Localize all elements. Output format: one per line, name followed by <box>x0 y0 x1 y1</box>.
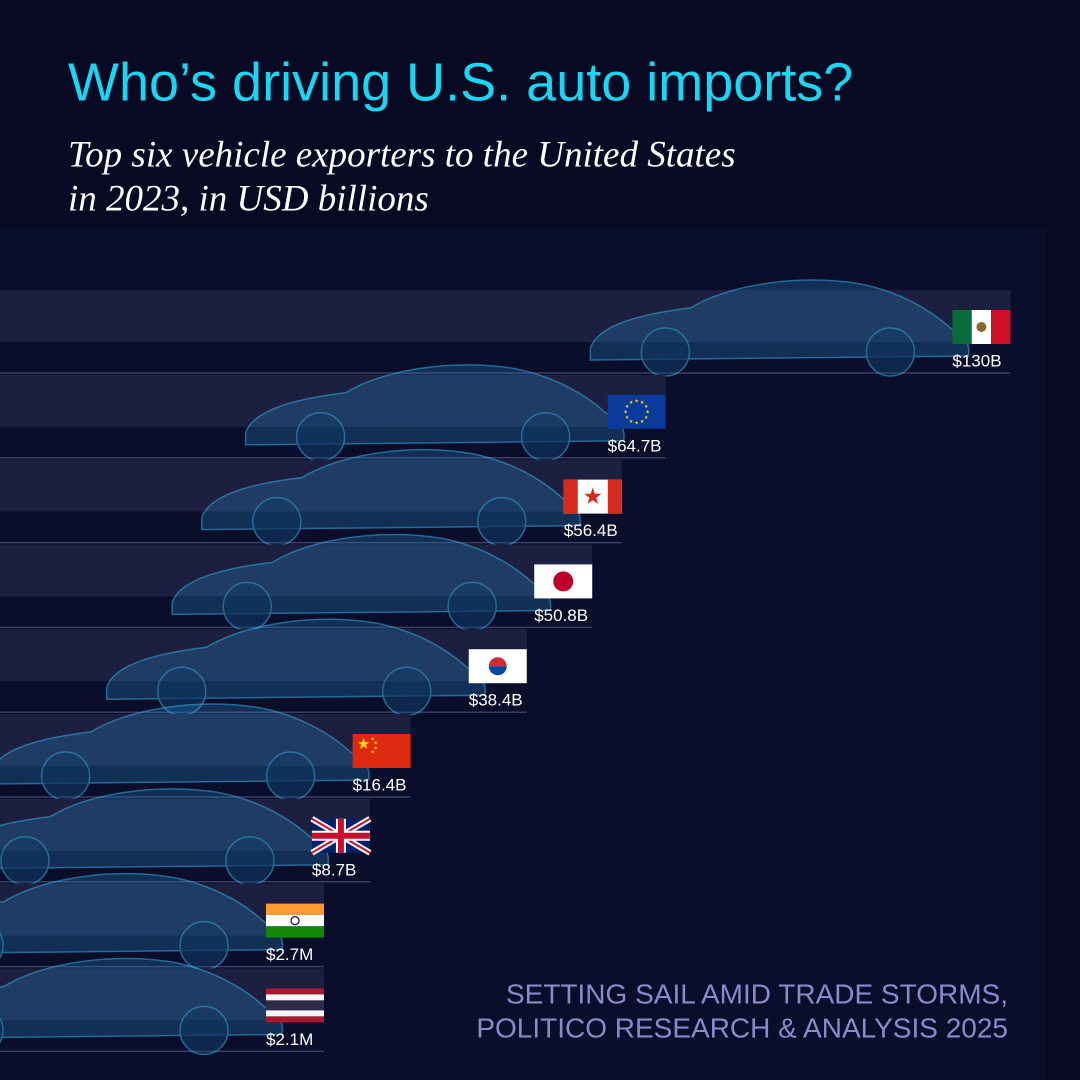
car-wheel <box>0 932 4 959</box>
bar-row: $64.7B <box>0 364 666 462</box>
flag <box>266 988 325 1023</box>
flag <box>468 649 527 684</box>
flag-emblem <box>976 322 987 332</box>
flag-star <box>645 409 650 414</box>
value-label: $16.4B <box>353 775 407 794</box>
value-label: $130B <box>952 351 1001 370</box>
flag-stripe <box>266 903 325 915</box>
car-wheel <box>40 751 91 801</box>
value-label: $2.7M <box>266 945 313 964</box>
car-wheel <box>252 496 302 547</box>
flag-star <box>373 741 378 745</box>
flag <box>952 310 1011 344</box>
flag-band <box>563 479 578 514</box>
flag-stripe <box>266 914 325 927</box>
car-wheel <box>865 327 916 377</box>
value-label: $38.4B <box>469 691 523 710</box>
bar-row: $130B <box>0 279 1011 377</box>
value-label: $50.8B <box>534 606 588 625</box>
car-illustration <box>106 618 486 716</box>
flag-star <box>629 400 633 404</box>
car-wheel <box>222 581 272 632</box>
flag-star <box>644 415 648 419</box>
flag-field <box>352 734 411 768</box>
chart-subtitle: Top six vehicle exporters to the United … <box>68 134 736 175</box>
flag-star <box>370 737 375 741</box>
car-illustration <box>589 279 970 377</box>
source-note: SETTING SAIL AMID TRADE STORMS, <box>506 978 1008 1009</box>
flag-stripe <box>991 310 1011 344</box>
flag <box>352 734 411 768</box>
bar-row: $2.1M <box>0 957 325 1056</box>
flag-star <box>584 487 602 504</box>
car-wheel <box>477 496 527 547</box>
value-label: $2.1M <box>266 1030 313 1049</box>
car-wheel <box>265 751 316 801</box>
bar <box>0 798 370 851</box>
bar-row: $8.7B <box>0 788 372 886</box>
flag-disc <box>488 657 507 667</box>
flag-star <box>357 738 370 749</box>
flag-stripe <box>952 310 972 344</box>
car-wheel <box>225 836 275 886</box>
bar-row: $50.8B <box>0 533 593 632</box>
flag-star <box>644 404 648 408</box>
flag-wheel <box>290 915 300 926</box>
source-note: POLITICO RESEARCH & ANALYSIS 2025 <box>476 1012 1008 1043</box>
car-wheel <box>382 666 432 716</box>
chart-subtitle: in 2023, in USD billions <box>68 178 429 219</box>
bar <box>0 629 527 682</box>
car-wheel <box>179 920 229 971</box>
flag-stripe <box>266 994 325 1001</box>
bar <box>0 714 411 766</box>
chart-title: Who’s driving U.S. auto imports? <box>68 52 853 112</box>
value-label: $64.7B <box>608 436 662 455</box>
flag <box>310 816 372 856</box>
flag-star <box>623 409 628 414</box>
bar <box>0 290 1011 342</box>
flag-stripe <box>266 1000 325 1011</box>
flag <box>607 394 666 429</box>
bar-row: $56.4B <box>0 449 622 547</box>
car-wheel <box>447 581 497 632</box>
flag-stripe <box>266 1016 325 1023</box>
flag-star <box>625 404 629 408</box>
flag-star <box>625 415 629 419</box>
flag-star <box>370 750 375 754</box>
car-wheel <box>520 412 571 462</box>
flag-star <box>629 419 633 423</box>
value-label: $56.4B <box>564 521 618 540</box>
flag-star <box>634 420 639 425</box>
flag <box>534 564 593 599</box>
value-label: $8.7B <box>312 860 356 879</box>
flag-star <box>373 746 378 750</box>
flag <box>266 903 325 938</box>
car-wheel <box>0 836 50 886</box>
bar-row: $2.7M <box>0 873 325 971</box>
flag-cross <box>311 818 370 853</box>
flag-star <box>634 398 639 403</box>
car-illustration <box>0 957 284 1056</box>
flag-stripe <box>266 1010 325 1017</box>
flag-disc <box>553 571 574 592</box>
car-illustration <box>201 449 581 547</box>
flag-stripe <box>266 926 325 938</box>
car-illustration <box>0 873 284 971</box>
bar-row: $38.4B <box>0 618 527 716</box>
flag-stripe <box>266 988 325 995</box>
flag-star <box>640 400 644 404</box>
flag-star <box>640 419 644 423</box>
car-wheel <box>0 1017 4 1044</box>
flag-disc <box>488 666 507 676</box>
flag-band <box>607 479 622 514</box>
car-wheel <box>179 1005 229 1056</box>
bars: $130B $64.7B $56.4B $50.8B $38.4B $16.4B $8.7B… <box>0 279 1011 1056</box>
flag <box>563 479 622 514</box>
bar <box>0 544 593 597</box>
car-wheel <box>295 412 346 462</box>
car-wheel <box>640 327 691 377</box>
bar <box>0 374 666 427</box>
